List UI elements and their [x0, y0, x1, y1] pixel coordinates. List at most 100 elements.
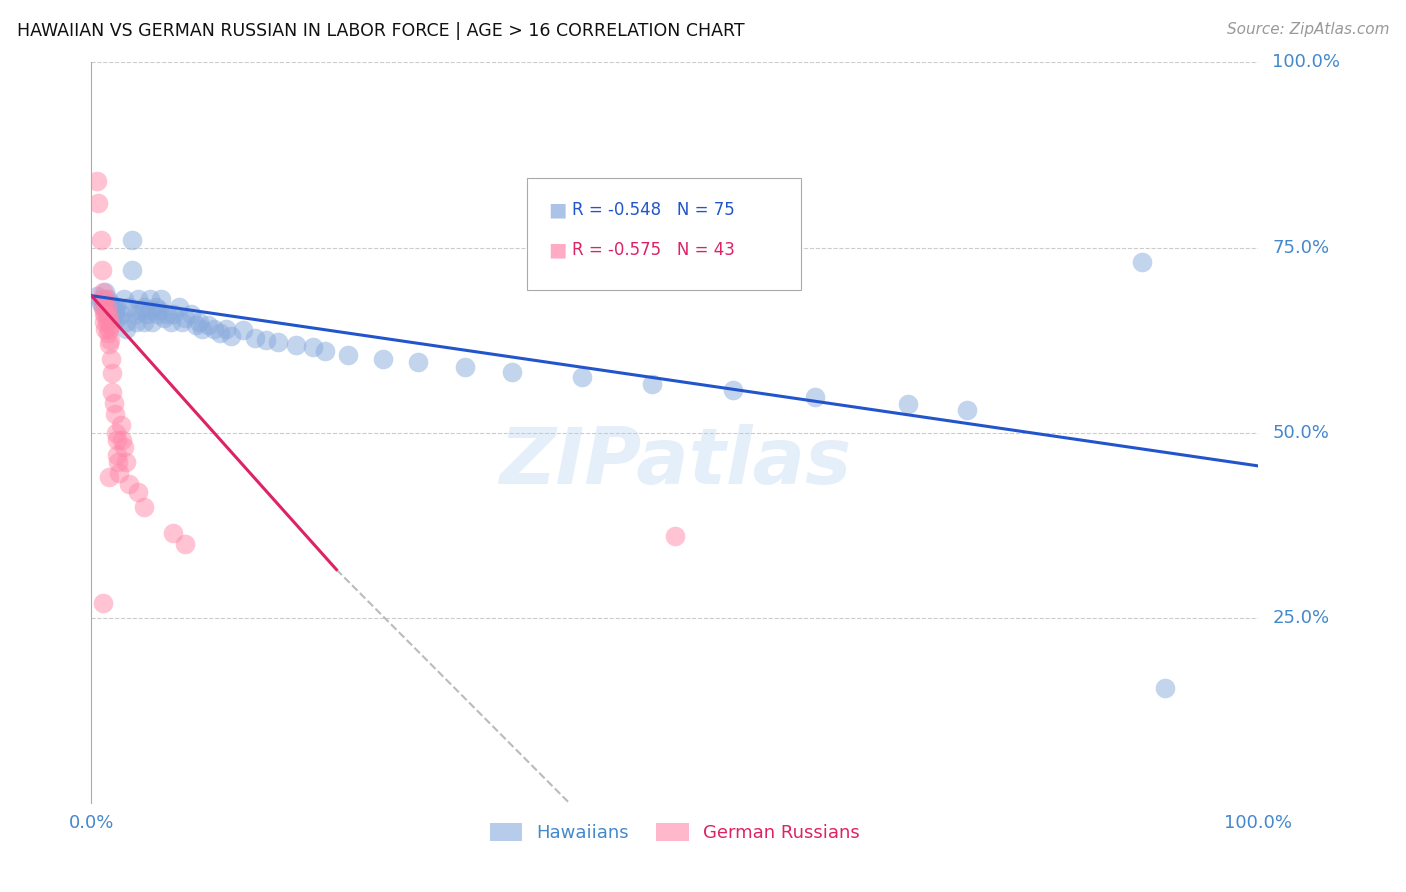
Point [640, 377, 662, 392]
Point [406, 355, 429, 369]
Point [187, 314, 209, 328]
Point [118, 300, 141, 314]
Point [101, 310, 124, 325]
Point [138, 303, 162, 318]
Point [162, 307, 184, 321]
Point [101, 367, 124, 381]
Point [97, 307, 120, 321]
Point [105, 448, 128, 462]
Point [152, 310, 174, 325]
Point [112, 441, 135, 455]
Point [97, 300, 120, 314]
Point [302, 341, 325, 355]
Point [284, 338, 307, 352]
Point [186, 318, 208, 333]
Text: 50.0%: 50.0% [1272, 424, 1329, 442]
Text: 25.0%: 25.0% [1272, 608, 1330, 627]
Text: Source: ZipAtlas.com: Source: ZipAtlas.com [1226, 22, 1389, 37]
Point [86, 174, 108, 188]
Point [136, 307, 159, 321]
Point [148, 303, 170, 318]
Point [91, 293, 114, 307]
Point [94, 296, 117, 310]
Point [100, 351, 122, 366]
Point [501, 365, 523, 379]
Point [167, 300, 190, 314]
Point [804, 390, 827, 404]
Point [150, 293, 173, 307]
Point [138, 293, 162, 307]
Point [104, 407, 127, 421]
Point [104, 307, 127, 321]
Point [214, 322, 236, 336]
Point [115, 455, 138, 469]
Point [97, 322, 120, 336]
Point [127, 293, 149, 307]
Point [96, 314, 118, 328]
Point [90, 233, 112, 247]
Point [94, 293, 117, 307]
Point [267, 335, 290, 350]
Point [100, 307, 122, 321]
Point [91, 285, 114, 299]
Point [97, 470, 120, 484]
Point [115, 322, 138, 336]
Text: R = -0.548   N = 75: R = -0.548 N = 75 [572, 201, 735, 219]
Point [121, 262, 143, 277]
Point [256, 333, 278, 347]
Point [897, 397, 920, 411]
Point [132, 300, 155, 314]
Point [197, 318, 219, 333]
Point [101, 300, 124, 314]
Point [97, 336, 120, 351]
Point [145, 300, 167, 314]
Point [159, 314, 181, 328]
Point [172, 314, 194, 328]
Point [108, 467, 131, 481]
Point [98, 318, 121, 333]
Point [97, 293, 120, 307]
Point [202, 322, 225, 336]
Text: ■: ■ [548, 200, 567, 219]
Text: 100.0%: 100.0% [1272, 54, 1340, 71]
Point [97, 310, 120, 325]
Point [112, 293, 135, 307]
Point [132, 314, 155, 328]
Text: HAWAIIAN VS GERMAN RUSSIAN IN LABOR FORCE | AGE > 16 CORRELATION CHART: HAWAIIAN VS GERMAN RUSSIAN IN LABOR FORC… [17, 22, 745, 40]
Point [121, 233, 143, 247]
Point [91, 300, 114, 314]
Point [90, 296, 112, 310]
Point [94, 322, 117, 336]
Point [111, 433, 134, 447]
Point [105, 433, 128, 447]
Point [91, 596, 114, 610]
Point [571, 370, 593, 384]
Point [104, 425, 127, 440]
Point [125, 307, 148, 321]
Point [956, 403, 979, 417]
Point [191, 322, 214, 336]
Point [91, 293, 114, 307]
Point [221, 329, 243, 343]
Point [314, 344, 336, 359]
Point [110, 307, 132, 321]
Point [145, 307, 167, 321]
Point [180, 307, 202, 321]
Point [1130, 255, 1153, 269]
Point [96, 300, 118, 314]
Text: ■: ■ [548, 240, 567, 260]
Point [243, 331, 266, 345]
Point [156, 307, 179, 321]
Point [90, 262, 112, 277]
Point [132, 500, 155, 514]
Legend: Hawaiians, German Russians: Hawaiians, German Russians [482, 816, 868, 849]
Point [129, 303, 152, 318]
Point [96, 303, 118, 318]
Point [127, 484, 149, 499]
Point [97, 307, 120, 321]
Point [110, 418, 132, 433]
Text: 75.0%: 75.0% [1272, 238, 1330, 257]
Point [125, 314, 148, 328]
Point [107, 455, 129, 469]
Point [98, 303, 121, 318]
